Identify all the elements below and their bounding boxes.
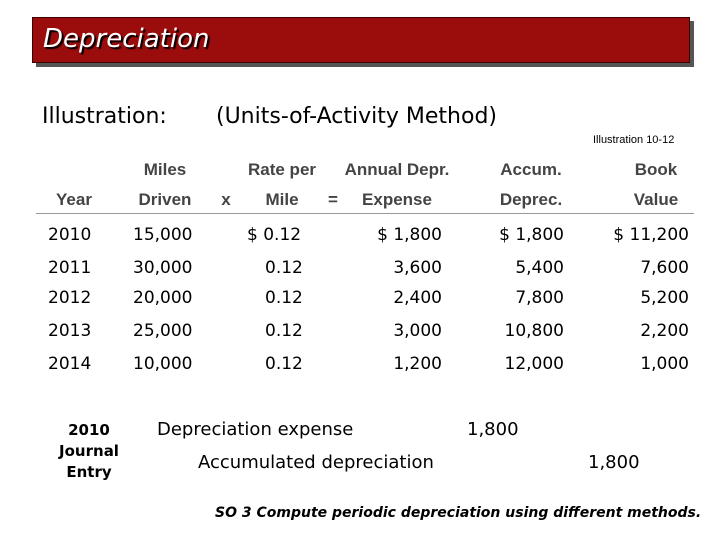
header-divider	[36, 213, 694, 214]
entry-word: Entry	[66, 463, 112, 481]
header-rate-1: Rate per	[247, 160, 317, 179]
header-times: x	[221, 190, 231, 209]
cell-year: 2011	[48, 258, 92, 278]
cell-book: 2,200	[640, 321, 689, 341]
cell-accum: 12,000	[504, 354, 564, 374]
slide-title: Depreciation	[43, 24, 210, 54]
cell-book: 7,600	[640, 258, 689, 278]
header-expense-1: Annual Depr.	[344, 160, 450, 179]
illustration-label: Illustration:	[42, 104, 167, 129]
header-rate-2: Mile	[265, 190, 299, 209]
cell-year: 2013	[48, 321, 92, 341]
cell-rate: $ 0.12	[247, 225, 302, 245]
header-equals: =	[328, 190, 338, 209]
debit-amount: 1,800	[467, 419, 519, 440]
cell-miles: 25,000	[133, 321, 193, 341]
cell-expense: 1,200	[393, 354, 442, 374]
cell-miles: 30,000	[133, 258, 193, 278]
cell-book: 5,200	[640, 288, 689, 308]
method-title: (Units-of-Activity Method)	[216, 104, 497, 129]
cell-miles: 15,000	[133, 225, 193, 245]
header-book-1: Book	[634, 160, 678, 179]
cell-expense: 2,400	[393, 288, 442, 308]
title-banner: Depreciation	[32, 17, 690, 63]
credit-account: Accumulated depreciation	[198, 452, 434, 473]
cell-year: 2012	[48, 288, 92, 308]
header-book-2: Value	[633, 190, 679, 209]
cell-accum: 7,800	[515, 288, 564, 308]
header-miles-1: Miles	[143, 160, 187, 179]
cell-expense: 3,000	[393, 321, 442, 341]
header-expense-2: Expense	[362, 190, 432, 209]
debit-account: Depreciation expense	[157, 419, 354, 440]
study-objective-footer: SO 3 Compute periodic depreciation using…	[215, 505, 702, 521]
cell-accum: $ 1,800	[499, 225, 564, 245]
illustration-reference: Illustration 10-12	[593, 134, 675, 146]
cell-year: 2014	[48, 354, 92, 374]
cell-year: 2010	[48, 225, 92, 245]
cell-miles: 10,000	[133, 354, 193, 374]
cell-expense: $ 1,800	[377, 225, 442, 245]
journal-word: Journal	[59, 442, 119, 460]
cell-rate: 0.12	[265, 354, 303, 374]
header-year-2: Year	[56, 190, 92, 209]
cell-accum: 5,400	[515, 258, 564, 278]
cell-rate: 0.12	[265, 321, 303, 341]
credit-amount: 1,800	[588, 452, 640, 473]
header-accum-2: Deprec.	[499, 190, 563, 209]
cell-book: 1,000	[640, 354, 689, 374]
journal-year: 2010	[68, 421, 110, 439]
cell-accum: 10,800	[504, 321, 564, 341]
cell-book: $ 11,200	[613, 225, 689, 245]
journal-entry-label: 2010 Journal Entry	[46, 420, 132, 483]
cell-rate: 0.12	[265, 288, 303, 308]
cell-miles: 20,000	[133, 288, 193, 308]
cell-expense: 3,600	[393, 258, 442, 278]
cell-rate: 0.12	[265, 258, 303, 278]
header-accum-1: Accum.	[500, 160, 562, 179]
header-miles-2: Driven	[138, 190, 192, 209]
